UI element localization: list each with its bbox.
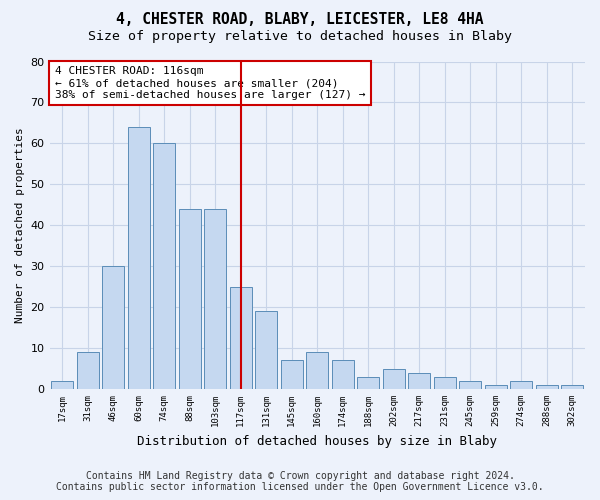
Bar: [256, 312, 277, 389]
Bar: [460, 381, 481, 389]
Text: 4, CHESTER ROAD, BLABY, LEICESTER, LE8 4HA: 4, CHESTER ROAD, BLABY, LEICESTER, LE8 4…: [116, 12, 484, 28]
Text: Contains HM Land Registry data © Crown copyright and database right 2024.
Contai: Contains HM Land Registry data © Crown c…: [56, 471, 544, 492]
Bar: [332, 360, 353, 389]
Bar: [562, 385, 583, 389]
Bar: [434, 377, 455, 389]
Bar: [409, 372, 430, 389]
Bar: [230, 286, 251, 389]
Bar: [511, 381, 532, 389]
Bar: [77, 352, 98, 389]
Bar: [128, 127, 149, 389]
Bar: [358, 377, 379, 389]
Bar: [281, 360, 302, 389]
Bar: [307, 352, 328, 389]
Bar: [485, 385, 506, 389]
Bar: [52, 381, 73, 389]
Bar: [154, 144, 175, 389]
Bar: [536, 385, 557, 389]
Bar: [103, 266, 124, 389]
X-axis label: Distribution of detached houses by size in Blaby: Distribution of detached houses by size …: [137, 434, 497, 448]
Text: 4 CHESTER ROAD: 116sqm
← 61% of detached houses are smaller (204)
38% of semi-de: 4 CHESTER ROAD: 116sqm ← 61% of detached…: [55, 66, 365, 100]
Bar: [205, 209, 226, 389]
Bar: [179, 209, 200, 389]
Y-axis label: Number of detached properties: Number of detached properties: [15, 128, 25, 323]
Text: Size of property relative to detached houses in Blaby: Size of property relative to detached ho…: [88, 30, 512, 43]
Bar: [383, 368, 404, 389]
